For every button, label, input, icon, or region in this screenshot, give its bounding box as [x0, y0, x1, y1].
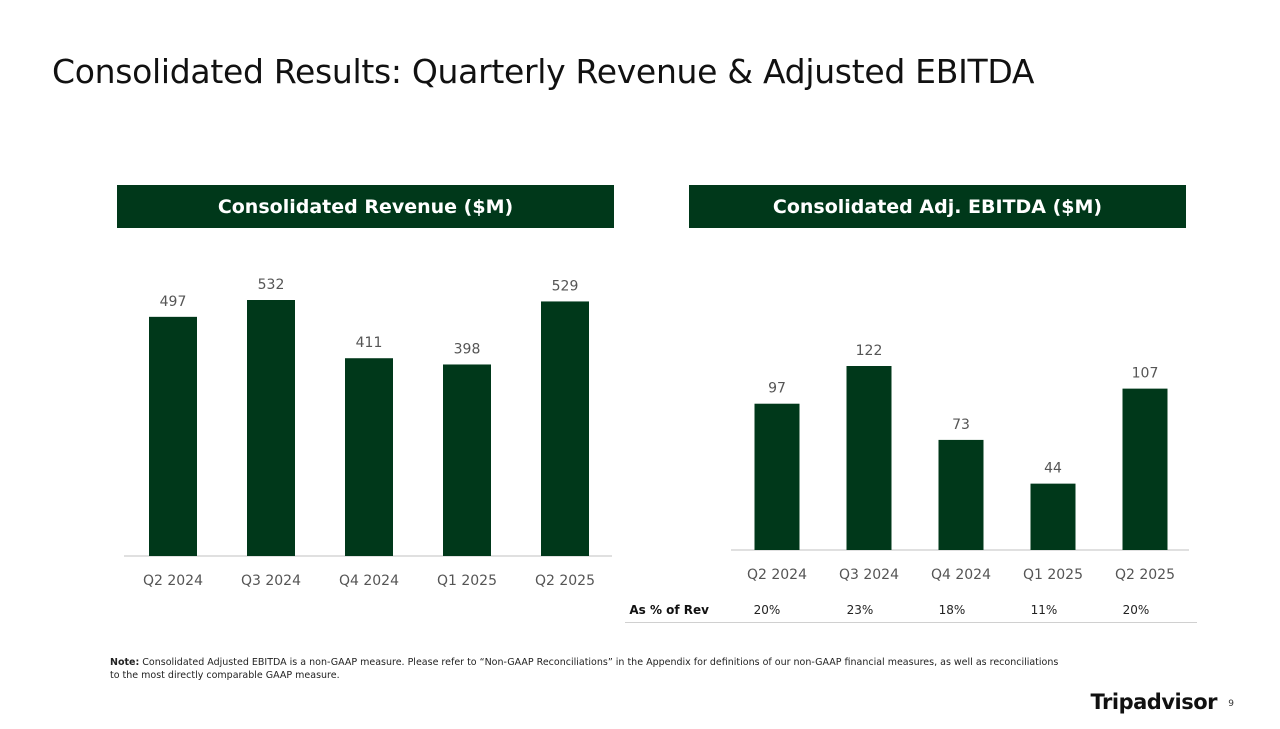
pct-of-rev-value: 20%	[753, 603, 781, 617]
pct-of-rev-value: 23%	[846, 603, 874, 617]
footnote: Note: Consolidated Adjusted EBITDA is a …	[110, 656, 1070, 682]
bar	[541, 301, 589, 556]
data-label: 107	[1132, 366, 1159, 382]
data-label: 398	[454, 341, 481, 357]
data-label: 122	[856, 343, 883, 359]
bar	[149, 316, 197, 556]
pct-of-rev-value: 11%	[1030, 603, 1058, 617]
bar	[1122, 388, 1168, 550]
bar	[938, 439, 984, 550]
revenue-bar-chart: 497 Q2 2024 532 Q3 2024 411 Q4 2024 398 Q1 2025…	[124, 277, 612, 589]
ebitda-bar-chart: 97 Q2 2024 122 Q3 2024 73 Q4 2024 44 Q1 2025 107…	[731, 343, 1189, 583]
pct-of-rev-value: 18%	[938, 603, 966, 617]
bar	[443, 364, 491, 556]
page-title: Consolidated Results: Quarterly Revenue …	[52, 52, 1035, 91]
revenue-chart-header: Consolidated Revenue ($M)	[117, 185, 614, 228]
bar	[1030, 483, 1076, 550]
data-label: 411	[356, 335, 383, 351]
x-tick-label: Q2 2024	[747, 567, 807, 583]
x-tick-label: Q1 2025	[1023, 567, 1083, 583]
data-label: 497	[160, 294, 187, 310]
data-label: 73	[952, 417, 970, 433]
bar	[247, 300, 295, 556]
x-tick-label: Q2 2024	[143, 573, 203, 589]
data-label: 532	[258, 277, 285, 293]
footnote-label: Note:	[110, 657, 140, 668]
bar	[754, 403, 800, 550]
x-tick-label: Q3 2024	[839, 567, 899, 583]
pct-of-rev-value: 20%	[1122, 603, 1150, 617]
x-tick-label: Q4 2024	[339, 573, 399, 589]
bar	[846, 366, 892, 550]
pct-of-rev-label: As % of Rev	[629, 603, 709, 617]
bar	[345, 358, 393, 556]
x-tick-label: Q2 2025	[1115, 567, 1175, 583]
data-label: 529	[552, 278, 579, 294]
pct-of-rev-row: As % of Rev 20% 23% 18% 11% 20%	[625, 600, 1197, 623]
x-tick-label: Q1 2025	[437, 573, 497, 589]
x-tick-label: Q4 2024	[931, 567, 991, 583]
x-tick-label: Q3 2024	[241, 573, 301, 589]
data-label: 97	[768, 381, 786, 397]
data-label: 44	[1044, 461, 1062, 477]
footnote-text: Consolidated Adjusted EBITDA is a non-GA…	[110, 657, 1059, 681]
x-tick-label: Q2 2025	[535, 573, 595, 589]
ebitda-chart-header: Consolidated Adj. EBITDA ($M)	[689, 185, 1186, 228]
tripadvisor-logo: Tripadvisor	[1090, 690, 1218, 714]
page-number: 9	[1228, 699, 1234, 709]
